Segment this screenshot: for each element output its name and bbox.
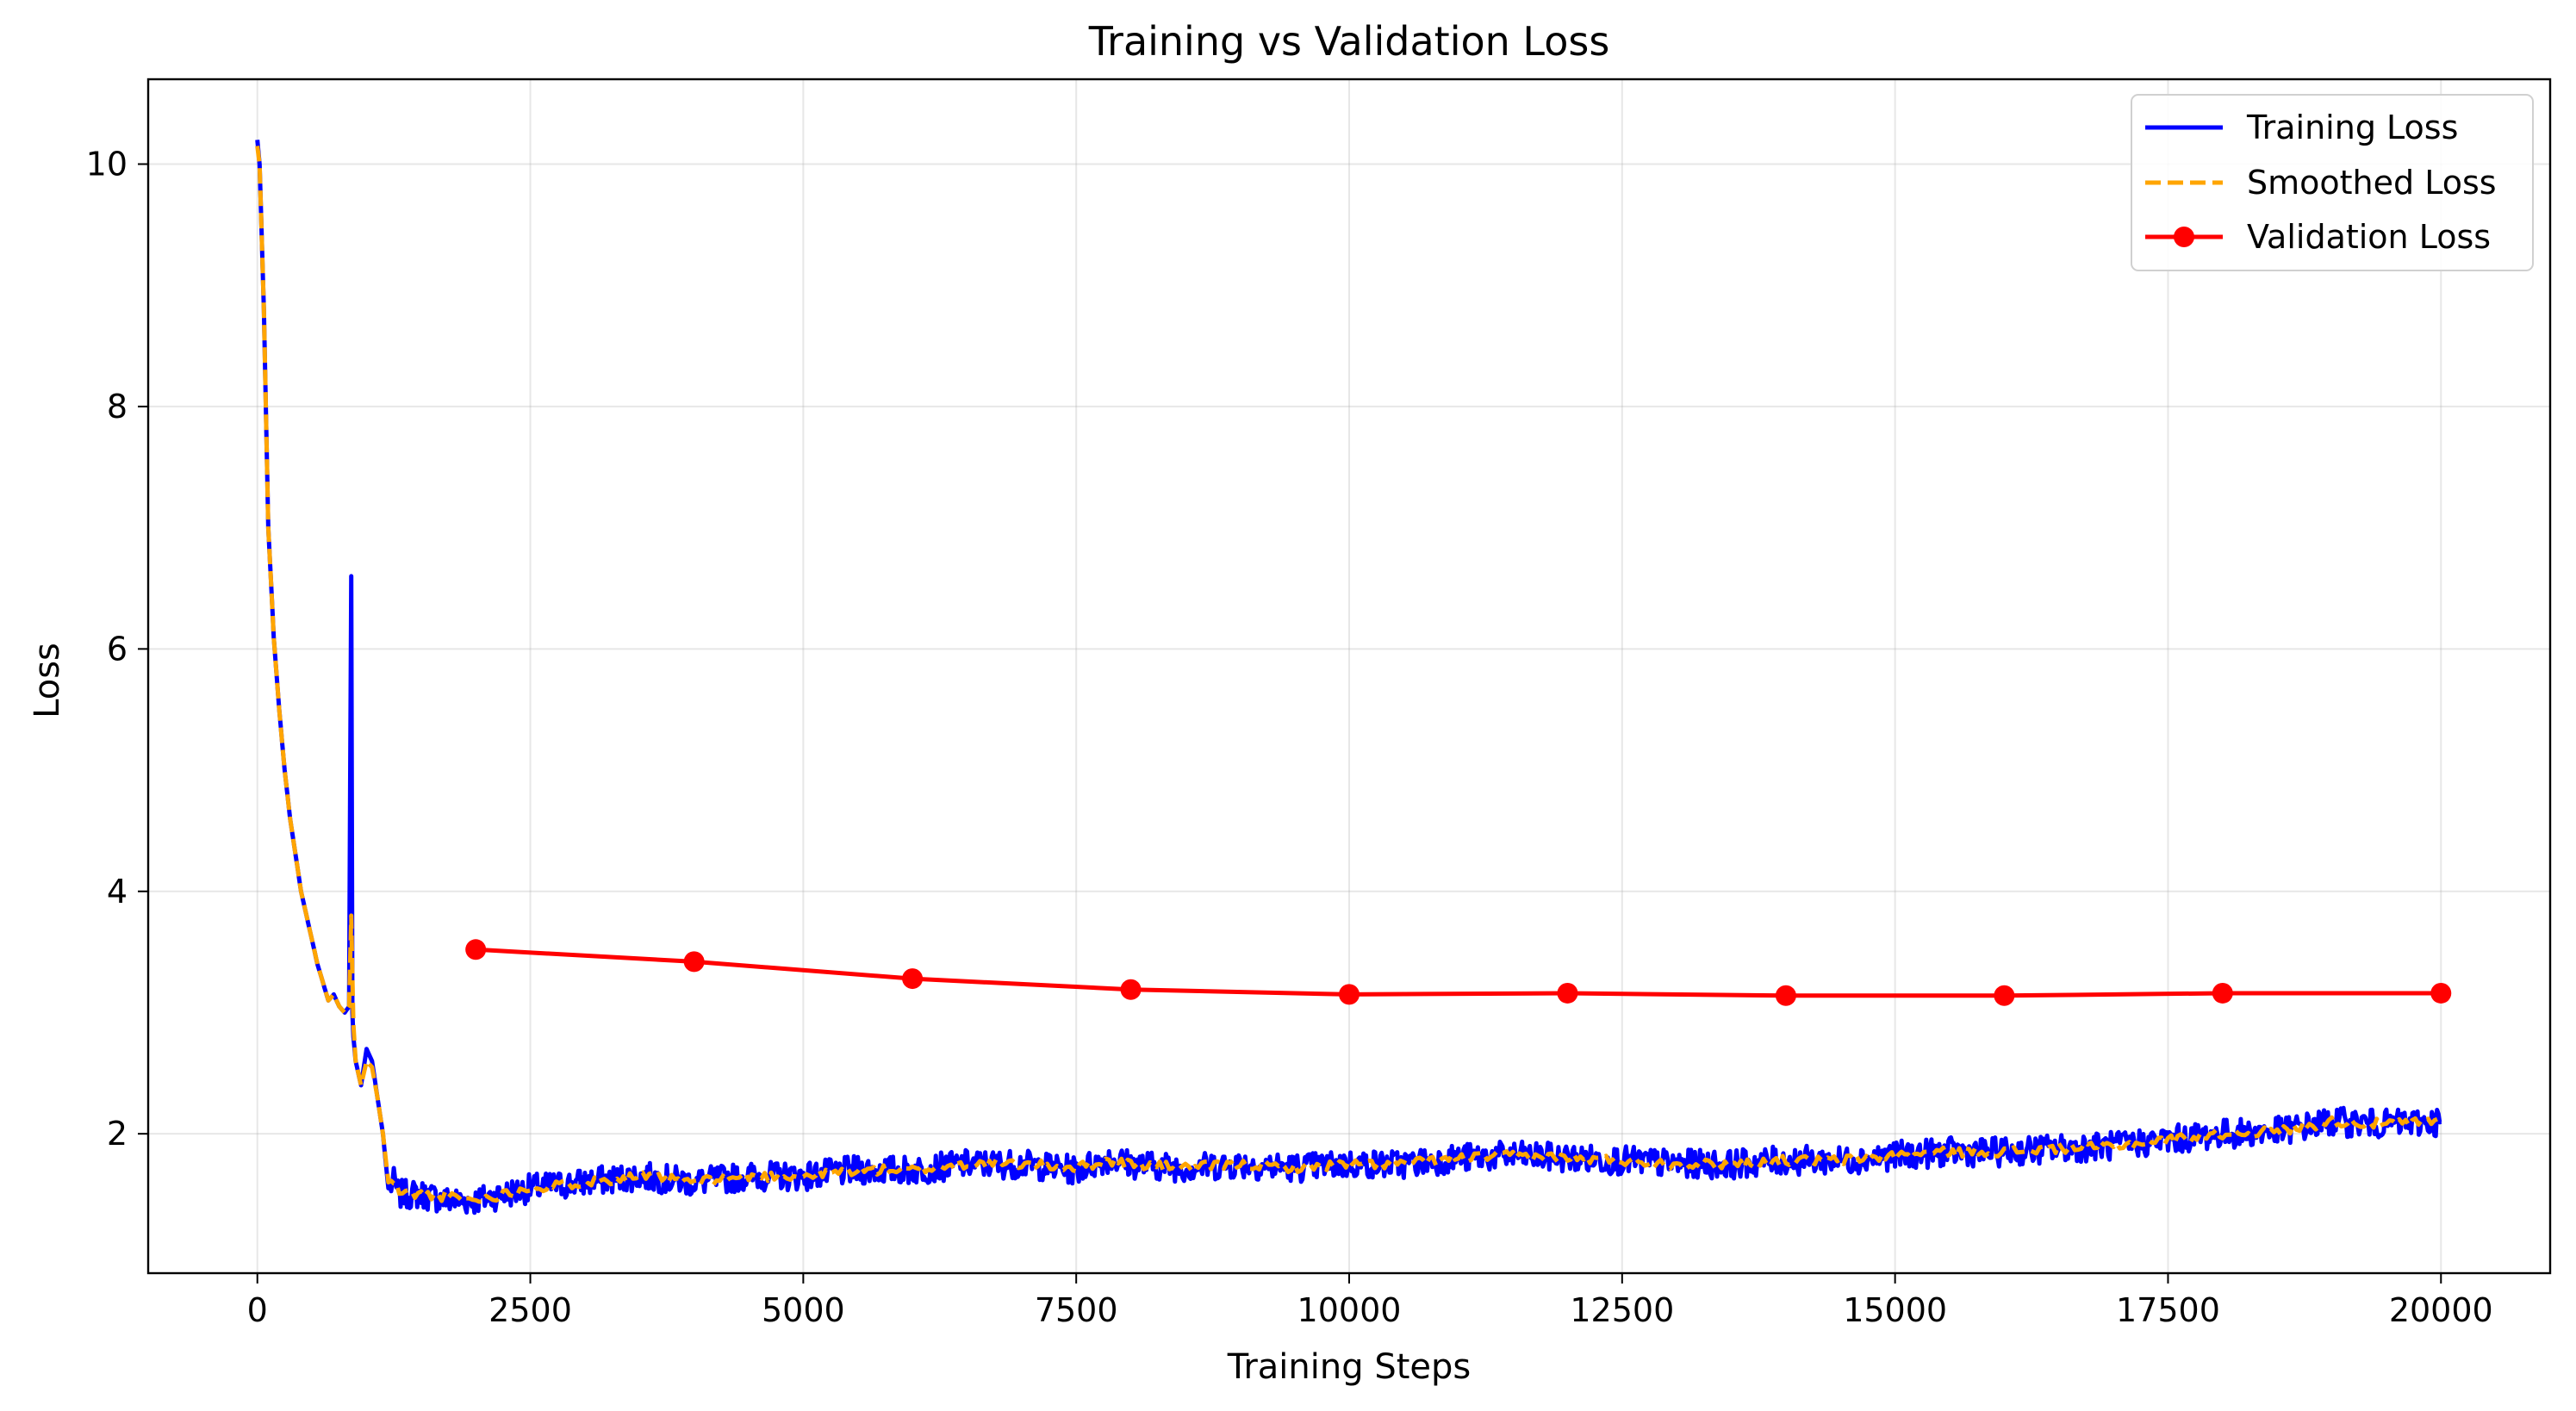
x-tick-label: 7500 — [1035, 1291, 1118, 1329]
validation-point — [683, 951, 705, 973]
x-tick-label: 5000 — [762, 1291, 845, 1329]
series-layer — [255, 140, 2452, 1215]
x-tick-label: 2500 — [488, 1291, 572, 1329]
y-tick-label: 8 — [107, 388, 128, 426]
x-axis: 0 2500 5000 7500 10000 12500 15000 17500 20000 — [247, 1273, 2493, 1329]
y-tick-label: 6 — [107, 630, 128, 668]
validation-point — [1557, 982, 1578, 1004]
x-tick-label: 12500 — [1570, 1291, 1674, 1329]
validation-point — [1339, 984, 1360, 1005]
y-axis: 2 4 6 8 10 — [86, 145, 148, 1153]
x-tick-label: 15000 — [1843, 1291, 1947, 1329]
legend-marker — [2174, 227, 2194, 247]
legend-label: Validation Loss — [2247, 218, 2491, 256]
validation-point — [902, 968, 924, 990]
validation-loss-line — [476, 947, 2442, 998]
x-tick-label: 10000 — [1297, 1291, 1402, 1329]
training-loss-line — [255, 140, 2442, 1215]
x-tick-label: 20000 — [2389, 1291, 2493, 1329]
legend-label: Training Loss — [2246, 109, 2458, 146]
legend: Training Loss Smoothed Loss Validation Los… — [2131, 94, 2534, 271]
y-tick-label: 10 — [86, 145, 128, 183]
legend-box — [2131, 94, 2534, 271]
x-axis-label: Training Steps — [1227, 1347, 1471, 1387]
smoothed-loss-line — [255, 146, 2442, 1204]
y-tick-label: 4 — [107, 873, 128, 911]
validation-point — [1775, 985, 1796, 1006]
validation-point — [1994, 985, 2015, 1006]
y-axis-label: Loss — [28, 643, 67, 718]
legend-label: Smoothed Loss — [2247, 164, 2497, 202]
validation-point — [2430, 982, 2452, 1004]
validation-point — [2212, 982, 2233, 1004]
y-tick-label: 2 — [107, 1115, 128, 1153]
x-tick-label: 17500 — [2116, 1291, 2220, 1329]
validation-point — [465, 939, 487, 960]
x-tick-label: 0 — [247, 1291, 268, 1329]
chart-title: Training vs Validation Loss — [1088, 18, 1610, 65]
validation-point — [1120, 979, 1142, 1000]
